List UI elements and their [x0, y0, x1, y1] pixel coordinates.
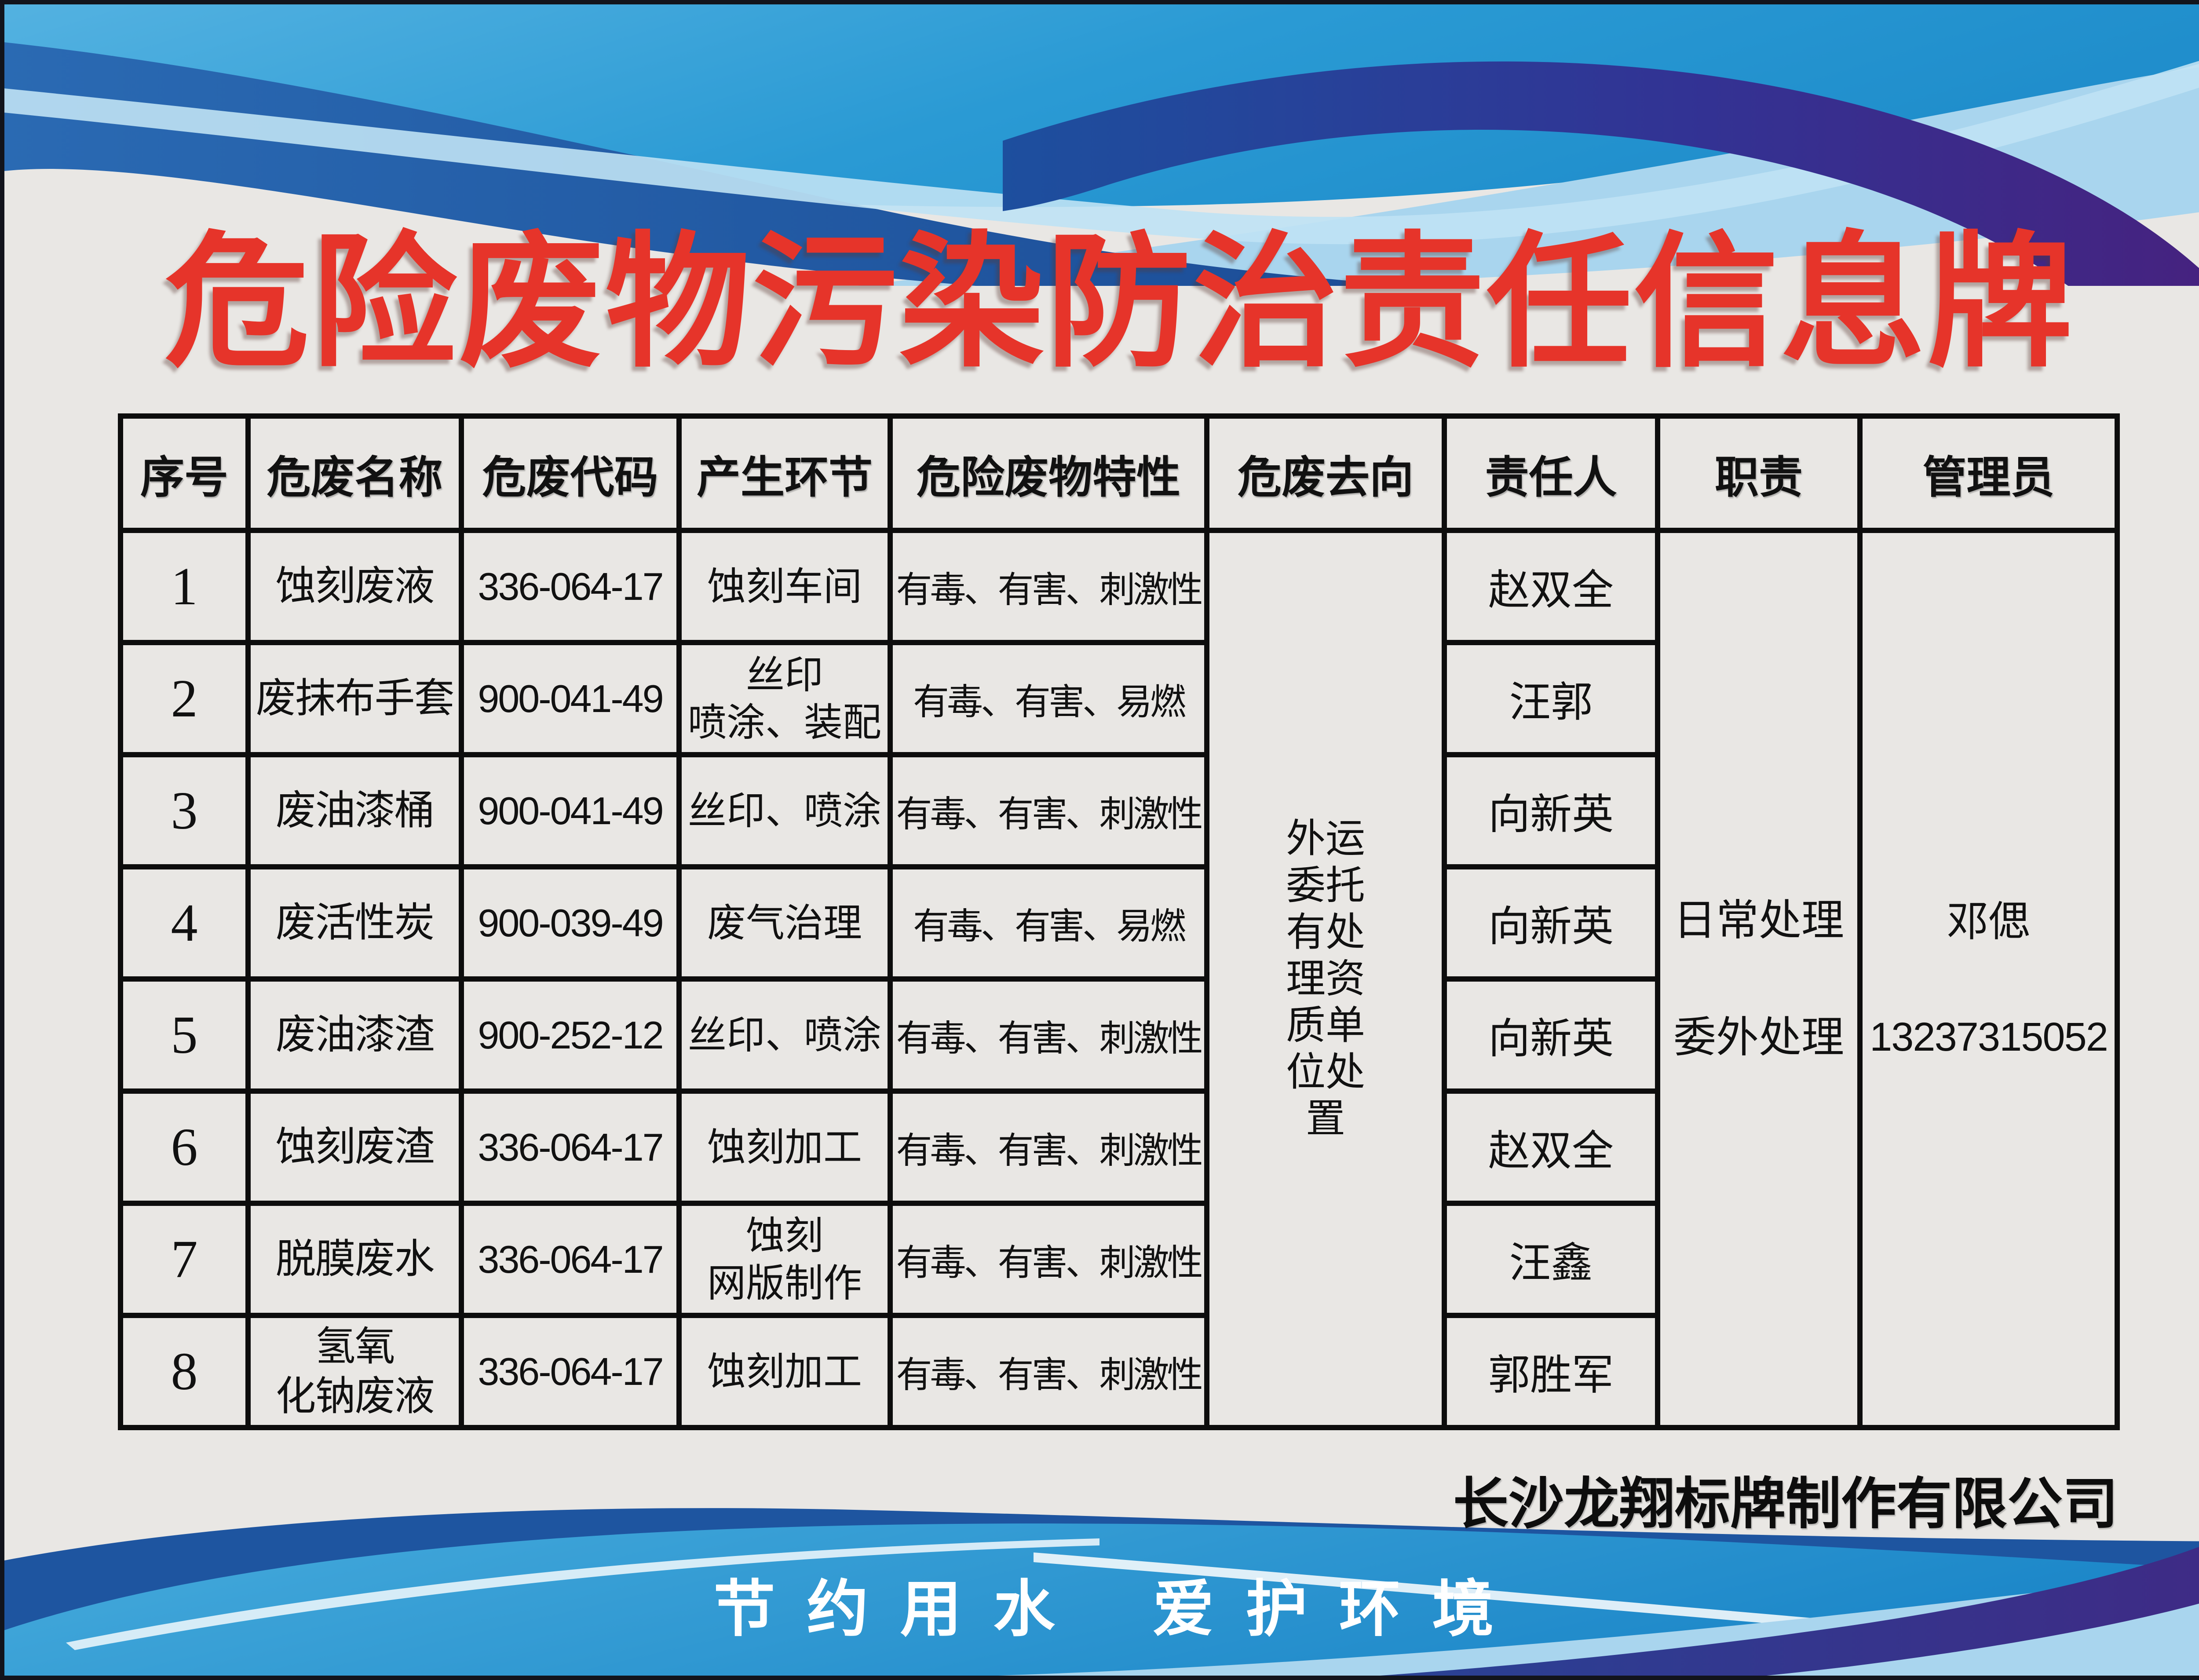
cell-manager-merged: 邓偲 13237315052 — [1857, 528, 2120, 1430]
cell-destination-merged: 外运 委托 有处 理资 质单 位处 置 — [1204, 528, 1447, 1430]
cell-waste-code: 336-064-17 — [459, 1088, 682, 1206]
cell-stage: 蚀刻加工 — [676, 1088, 893, 1206]
cell-person: 赵双全 — [1442, 528, 1660, 645]
cell-serial: 2 — [118, 640, 251, 757]
col-header-stage: 产生环节 — [676, 413, 893, 533]
cell-traits: 有毒、有害、易燃 — [888, 640, 1209, 757]
cell-traits: 有毒、有害、刺激性 — [888, 1088, 1209, 1206]
cell-waste-code: 900-041-49 — [459, 640, 682, 757]
cell-waste-name: 废油漆渣 — [245, 976, 464, 1094]
table-row: 6 蚀刻废渣 336-064-17 蚀刻加工 有毒、有害、刺激性 赵双全 — [118, 1088, 2117, 1206]
cell-traits: 有毒、有害、刺激性 — [888, 528, 1209, 645]
cell-serial: 6 — [118, 1088, 251, 1206]
table-row: 2 废抹布手套 900-041-49 丝印 喷涂、装配 有毒、有害、易燃 汪郭 — [118, 640, 2117, 757]
cell-duty-merged: 日常处理 委外处理 — [1655, 528, 1863, 1430]
table-row: 1 蚀刻废液 336-064-17 蚀刻车间 有毒、有害、刺激性 外运 委托 有… — [118, 528, 2120, 1430]
table-row: 7 脱膜废水 336-064-17 蚀刻 网版制作 有毒、有害、刺激性 汪鑫 — [118, 1201, 2117, 1318]
bottom-wave-graphic — [0, 1508, 2199, 1680]
manager-name: 邓偲 — [1947, 898, 2031, 945]
cell-serial: 7 — [118, 1201, 251, 1318]
cell-person: 向新英 — [1442, 752, 1660, 869]
cell-serial: 3 — [118, 752, 251, 869]
cell-person: 向新英 — [1442, 976, 1660, 1094]
cell-person: 汪郭 — [1442, 640, 1660, 757]
cell-stage: 蚀刻车间 — [676, 528, 893, 645]
top-wave-graphic — [0, 0, 2199, 286]
col-header-destination: 危废去向 — [1204, 413, 1447, 533]
table-row: 4 废活性炭 900-039-49 废气治理 有毒、有害、易燃 向新英 — [118, 864, 2117, 982]
page-title: 危险废物污染防治责任信息牌 — [164, 221, 2075, 383]
col-header-person: 责任人 — [1442, 413, 1660, 533]
col-header-serial: 序号 — [118, 413, 251, 533]
cell-waste-code: 900-041-49 — [459, 752, 682, 869]
cell-person: 赵双全 — [1442, 1088, 1660, 1206]
cell-waste-name: 废抹布手套 — [245, 640, 464, 757]
hazard-waste-table: 序号 危废名称 危废代码 产生环节 危险废物特性 危废去向 责任人 职责 管理员… — [118, 413, 2120, 1430]
cell-traits: 有毒、有害、刺激性 — [888, 976, 1209, 1094]
cell-stage: 蚀刻加工 — [676, 1313, 893, 1430]
manager-phone: 13237315052 — [1870, 1014, 2108, 1059]
cell-waste-name: 脱膜废水 — [245, 1201, 464, 1318]
table-row: 5 废油漆渣 900-252-12 丝印、喷涂 有毒、有害、刺激性 向新英 — [118, 976, 2117, 1094]
col-header-waste-name: 危废名称 — [245, 413, 464, 533]
cell-serial: 1 — [118, 528, 251, 645]
cell-waste-name: 蚀刻废液 — [245, 528, 464, 645]
cell-waste-name: 氢氧 化钠废液 — [245, 1313, 464, 1430]
table-row: 8 氢氧 化钠废液 336-064-17 蚀刻加工 有毒、有害、刺激性 郭胜军 — [118, 1313, 2117, 1430]
col-header-waste-code: 危废代码 — [459, 413, 682, 533]
cell-waste-name: 废油漆桶 — [245, 752, 464, 869]
col-header-manager: 管理员 — [1857, 413, 2120, 533]
cell-traits: 有毒、有害、刺激性 — [888, 752, 1209, 869]
cell-serial: 4 — [118, 864, 251, 982]
cell-waste-code: 336-064-17 — [459, 528, 682, 645]
cell-waste-name: 废活性炭 — [245, 864, 464, 982]
cell-waste-code: 900-252-12 — [459, 976, 682, 1094]
cell-traits: 有毒、有害、刺激性 — [888, 1313, 1209, 1430]
col-header-traits: 危险废物特性 — [888, 413, 1209, 533]
bottom-slogan: 节约用水 爱护环境 — [0, 1559, 2199, 1648]
cell-waste-code: 336-064-17 — [459, 1201, 682, 1318]
cell-stage: 丝印、喷涂 — [676, 752, 893, 869]
cell-waste-code: 336-064-17 — [459, 1313, 682, 1430]
header-row: 序号 危废名称 危废代码 产生环节 危险废物特性 危废去向 责任人 职责 管理员 — [118, 413, 2120, 533]
cell-traits: 有毒、有害、刺激性 — [888, 1201, 1209, 1318]
cell-person: 郭胜军 — [1442, 1313, 1660, 1430]
table-row: 3 废油漆桶 900-041-49 丝印、喷涂 有毒、有害、刺激性 向新英 — [118, 752, 2117, 869]
slogan-save-water: 节约用水 — [713, 1574, 1087, 1643]
slogan-protect-environment: 爱护环境 — [1152, 1574, 1526, 1643]
cell-stage: 丝印、喷涂 — [676, 976, 893, 1094]
cell-waste-code: 900-039-49 — [459, 864, 682, 982]
cell-traits: 有毒、有害、易燃 — [888, 864, 1209, 982]
cell-waste-name: 蚀刻废渣 — [245, 1088, 464, 1206]
maker-company: 长沙龙翔标牌制作有限公司 — [1453, 1473, 2118, 1535]
cell-serial: 5 — [118, 976, 251, 1094]
cell-stage: 丝印 喷涂、装配 — [676, 640, 893, 757]
col-header-duty: 职责 — [1655, 413, 1863, 533]
cell-stage: 废气治理 — [676, 864, 893, 982]
cell-person: 向新英 — [1442, 864, 1660, 982]
cell-serial: 8 — [118, 1313, 251, 1430]
cell-person: 汪鑫 — [1442, 1201, 1660, 1318]
cell-stage: 蚀刻 网版制作 — [676, 1201, 893, 1318]
